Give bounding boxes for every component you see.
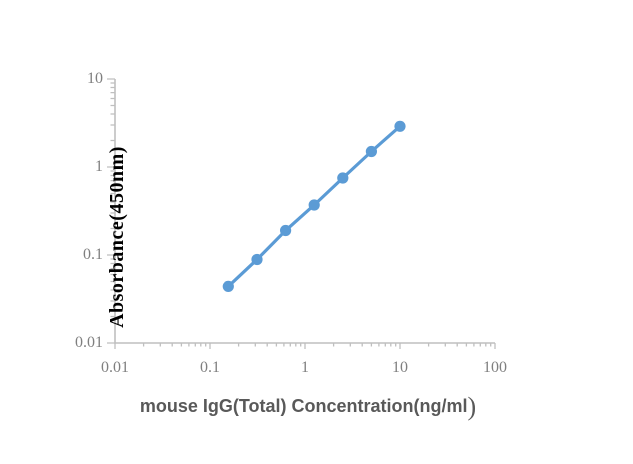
data-point-marker	[251, 253, 263, 266]
x-axis-title-text: mouse IgG(Total) Concentration(ng/ml	[139, 396, 468, 416]
x-axis-title-paren: )	[467, 392, 477, 421]
x-axis-ticks	[114, 343, 496, 349]
y-tick-label: 1	[95, 158, 103, 175]
y-tick-label: 10	[87, 70, 103, 87]
data-point-marker	[337, 172, 349, 184]
y-tick-label: 0.01	[75, 334, 103, 351]
data-point-marker	[394, 120, 406, 132]
data-point-marker	[365, 145, 377, 158]
x-tick-label: 1	[301, 359, 309, 376]
y-axis-title: Absorbance(450nm)	[106, 146, 128, 328]
data-point-marker	[308, 199, 320, 211]
x-tick-label: 0.1	[200, 359, 220, 376]
y-tick-label: 0.1	[83, 246, 103, 263]
data-point-marker	[222, 280, 234, 292]
y-axis-ticks	[107, 78, 115, 344]
x-tick-label: 0.01	[101, 359, 129, 376]
x-tick-label: 100	[483, 359, 507, 376]
axis-lines	[114, 79, 495, 344]
x-axis-title: mouse IgG(Total) Concentration(ng/ml)	[88, 393, 528, 427]
data-point-marker	[280, 224, 292, 237]
x-tick-label: 10	[392, 359, 408, 376]
